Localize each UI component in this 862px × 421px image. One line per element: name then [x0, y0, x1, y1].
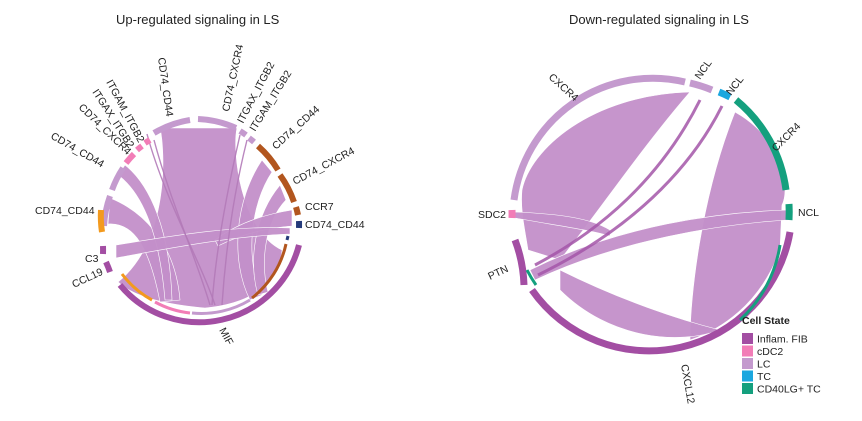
- arc-ccl19: [103, 260, 113, 273]
- legend-swatch: [742, 370, 753, 382]
- right-panel-title: Down-regulated signaling in LS: [569, 12, 749, 27]
- label-ncl-top2: NCL: [724, 74, 746, 98]
- legend-label: Inflam. FIB: [757, 334, 808, 346]
- chord-sdc2: [514, 211, 611, 237]
- label-ptn: PTN: [486, 263, 510, 283]
- label-cxcr4-top: CXCR4: [546, 71, 581, 104]
- chord-ncl-top2: [537, 105, 724, 277]
- legend-swatch: [742, 383, 753, 394]
- label-cd74-cd44-right2: CD74_CD44: [305, 219, 365, 231]
- chord-ncl-right: [529, 209, 789, 281]
- label-ccr7: CCR7: [305, 201, 334, 213]
- chord-ncl-top1: [534, 99, 702, 267]
- left-thin-chords: [146, 133, 248, 306]
- left-chord-diagram: Up-regulated signaling in LS: [35, 12, 365, 347]
- inner-pink: [154, 300, 191, 315]
- arc-cd74-cxcr4-left: [123, 151, 137, 165]
- arc-itgax-itgb2: [135, 143, 144, 153]
- right-dark-chords: [534, 99, 724, 277]
- arc-cd74-cd44-left1: [109, 166, 126, 192]
- left-sector-arcs: [100, 116, 303, 326]
- legend-label: cDC2: [757, 346, 783, 358]
- inner-ptn-green: [525, 269, 538, 286]
- inner-cxcl12-green: [738, 244, 782, 322]
- arc-cd74-cd44-right: [255, 143, 281, 172]
- legend-swatch: [742, 333, 753, 344]
- label-cd74-cxcr4-top: CD74_CXCR4: [220, 43, 246, 112]
- label-cd74-cxcr4-right: CD74_CXCR4: [291, 145, 357, 188]
- arc-itgax-itgb2-b: [238, 128, 248, 138]
- inner-orange: [120, 273, 153, 302]
- legend-swatch: [742, 345, 753, 357]
- right-sector-arcs: [508, 74, 794, 355]
- arc-itgam-itgb2-b: [247, 135, 256, 145]
- chord-itgax: [153, 139, 211, 306]
- label-cd74-cd44-left2: CD74_CD44: [35, 205, 95, 217]
- arc-itgam-itgb2: [143, 137, 152, 146]
- inner-lc: [191, 298, 251, 315]
- legend-label: LC: [757, 359, 771, 371]
- left-inner-track: [120, 235, 290, 315]
- label-ncl-top1: NCL: [693, 58, 715, 82]
- left-chords: [107, 127, 293, 309]
- right-chords: [514, 91, 789, 341]
- label-ccl19: CCL19: [70, 266, 105, 291]
- inner-navy: [285, 235, 290, 241]
- legend-label: CD40LG+ TC: [757, 384, 821, 396]
- arc-cd74-cxcr4-top: [197, 116, 238, 131]
- legend-title: Cell State: [742, 315, 790, 327]
- chord-left-cxcr4: [117, 164, 173, 301]
- label-sdc2: SDC2: [478, 209, 506, 221]
- chord-itgam-b: [221, 139, 248, 306]
- arc-ccr7: [293, 206, 301, 216]
- inner-brown: [251, 243, 288, 300]
- legend-label: TC: [757, 371, 771, 383]
- arc-ncl-top2: [717, 88, 732, 101]
- right-inner-track: [525, 244, 782, 322]
- chord-right-cd44: [237, 159, 273, 301]
- arc-ncl-top1: [689, 79, 714, 94]
- arc-mif: [117, 244, 302, 326]
- label-cxcr4-right: CXCR4: [770, 120, 804, 154]
- left-panel-title: Up-regulated signaling in LS: [116, 12, 280, 27]
- arc-cxcl12: [529, 231, 794, 355]
- label-c3: C3: [85, 253, 99, 265]
- label-cd74-cd44-right1: CD74_CD44: [270, 103, 322, 152]
- arc-cd74-cxcr4-right: [277, 173, 297, 204]
- chord-c3: [115, 227, 291, 259]
- legend-swatch: [742, 358, 753, 369]
- label-mif: MIF: [216, 326, 235, 348]
- arc-cxcr4-top: [510, 74, 686, 201]
- chord-itgax-b: [211, 134, 241, 306]
- arc-cxcr4-right: [733, 97, 790, 191]
- label-cxcl12: CXCL12: [678, 363, 697, 404]
- label-cd74-cd44-top: CD74_CD44: [155, 57, 175, 118]
- label-cd74-cd44-left1: CD74_CD44: [49, 130, 107, 170]
- arc-cd74-cd44-top: [152, 117, 191, 136]
- arc-orange-left: [97, 209, 105, 233]
- arc-ptn: [511, 238, 528, 286]
- chord-left-cd74: [107, 197, 181, 303]
- label-ncl-right: NCL: [798, 207, 819, 219]
